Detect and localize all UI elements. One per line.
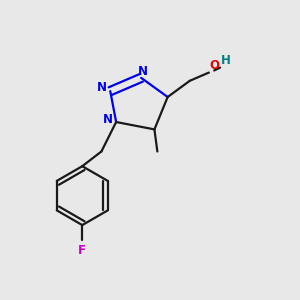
Text: O: O	[209, 59, 220, 72]
Text: F: F	[78, 244, 86, 257]
Text: N: N	[103, 112, 113, 126]
Text: N: N	[97, 81, 107, 94]
Text: N: N	[138, 65, 148, 78]
Text: H: H	[221, 54, 230, 67]
